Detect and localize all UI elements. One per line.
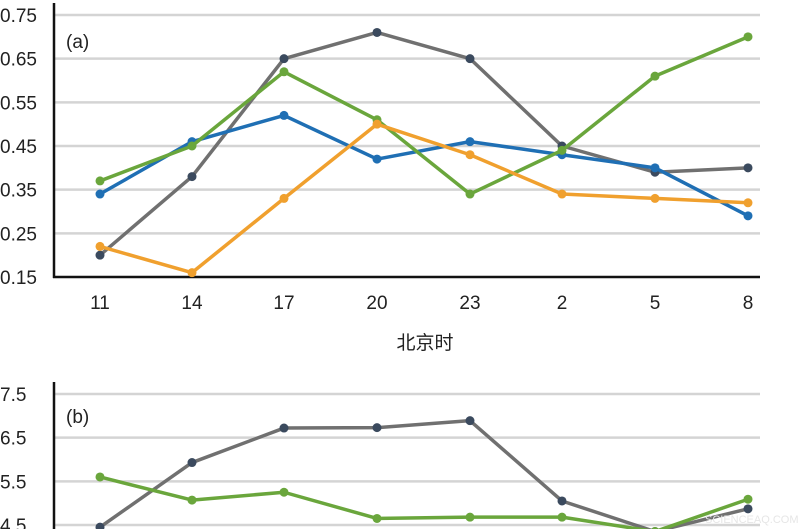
y-tick-label: 0.45 — [0, 137, 37, 158]
y-tick-label: 0.75 — [0, 6, 37, 27]
series-2-line — [99, 113, 749, 218]
series-1-point — [743, 163, 753, 173]
y-tick-label: 5.5 — [0, 472, 26, 493]
series-3-point — [465, 189, 475, 199]
series-1-point — [743, 504, 753, 514]
x-tick-label: 5 — [650, 293, 661, 314]
series-3-point — [95, 176, 105, 186]
series-4-point — [743, 198, 753, 208]
x-tick-label: 11 — [90, 293, 110, 314]
series-1-line — [98, 30, 749, 257]
series-3-point — [743, 32, 753, 42]
x-axis-label: 北京时 — [396, 332, 453, 354]
series-4-line — [99, 122, 749, 275]
series-1-point — [465, 416, 475, 426]
x-tick-label: 2 — [557, 293, 568, 314]
series-2-point — [743, 494, 753, 504]
series-2-point — [279, 487, 289, 497]
series-2-line — [99, 475, 749, 529]
y-tick-label: 0.35 — [0, 181, 37, 202]
series-3-point — [557, 145, 567, 155]
series-1-point — [557, 496, 567, 506]
y-tick-label: 6.5 — [0, 429, 26, 450]
series-2-point — [187, 495, 197, 505]
series-4-point — [465, 150, 475, 160]
series-2-point — [465, 137, 475, 147]
y-tick-label: 7.5 — [0, 385, 26, 406]
series-4-point — [95, 241, 105, 251]
series-2-point — [95, 189, 105, 199]
series-1-point — [372, 27, 382, 37]
series-1-point — [187, 172, 197, 182]
series-1-point — [279, 423, 289, 433]
watermark: SCIENCEAQ.COM — [705, 514, 799, 526]
series-2-point — [279, 110, 289, 120]
series-4-point — [557, 189, 567, 199]
panel-b: 7.5 6.5 5.5 4.5 — [0, 382, 760, 529]
series-2-point — [743, 211, 753, 221]
panel-a-label: (a) — [66, 32, 89, 53]
x-tick-label: 23 — [459, 293, 480, 314]
series-4-point — [650, 193, 660, 203]
x-tick-label: 17 — [273, 293, 294, 314]
series-1-point — [95, 250, 105, 260]
series-1-point — [187, 458, 197, 468]
series-2-point — [650, 163, 660, 173]
x-tick-label: 8 — [743, 293, 754, 314]
y-tick-label: 0.15 — [0, 268, 37, 289]
series-2-point — [372, 513, 382, 523]
series-1-point — [95, 522, 105, 529]
series-1-line — [98, 418, 749, 529]
y-tick-label: 0.25 — [0, 224, 37, 245]
x-tick-label: 14 — [181, 293, 203, 314]
series-1-point — [372, 423, 382, 433]
x-tick-label: 20 — [366, 293, 387, 314]
y-tick-label: 0.65 — [0, 50, 37, 71]
series-4-point — [372, 119, 382, 129]
series-3-line — [99, 35, 749, 196]
y-tick-label: 4.5 — [0, 516, 26, 529]
series-1-point — [465, 54, 475, 64]
panel-b-label: (b) — [66, 407, 89, 428]
series-2-point — [465, 512, 475, 522]
panel-a: 0.75 0.65 0.55 0.45 0.35 0.25 0.15 11 14 17 20 23 2 5… — [0, 3, 760, 314]
series-1-point — [279, 54, 289, 64]
series-3-point — [187, 141, 197, 151]
series-4-point — [279, 193, 289, 203]
series-4-point — [187, 268, 197, 278]
series-3-point — [279, 67, 289, 77]
series-2-point — [95, 472, 105, 482]
series-3-point — [650, 71, 660, 81]
y-tick-label: 0.55 — [0, 93, 37, 114]
series-2-point — [372, 154, 382, 164]
series-2-point — [557, 512, 567, 522]
